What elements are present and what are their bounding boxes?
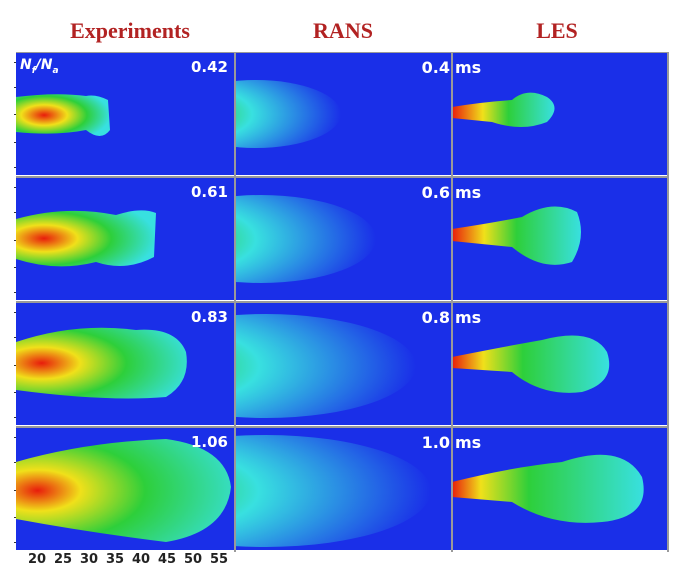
- time-value: 0.4: [421, 58, 450, 77]
- experiment-spray-image-4: [16, 427, 234, 550]
- les-panel-1: ms: [452, 52, 667, 175]
- time-value: 0.8: [421, 308, 450, 327]
- les-spray-image-3: [452, 302, 667, 425]
- divider: [16, 426, 669, 428]
- x-tick: 35: [106, 552, 125, 567]
- time-value: 1.0: [421, 433, 450, 452]
- experiment-panel-1: Nf/Na 0.42: [16, 52, 234, 175]
- time-unit: ms: [455, 433, 482, 452]
- rans-spray-image-1: [236, 52, 452, 175]
- column-title-rans: RANS: [313, 18, 373, 43]
- les-panel-3: ms: [452, 302, 667, 425]
- les-panel-4: ms: [452, 427, 667, 550]
- rans-panel-4: 1.0: [236, 427, 452, 550]
- les-spray-image-2: [452, 177, 667, 300]
- column-title-les: LES: [536, 18, 578, 43]
- ratio-value: 1.06: [190, 433, 228, 451]
- time-unit: ms: [455, 58, 482, 77]
- rans-panel-1: 0.4: [236, 52, 452, 175]
- x-tick: 45: [158, 552, 177, 567]
- rans-spray-image-3: [236, 302, 452, 425]
- rans-panel-2: 0.6: [236, 177, 452, 300]
- experiment-panel-3: 0.83: [16, 302, 234, 425]
- x-tick: 30: [80, 552, 99, 567]
- rans-spray-image-2: [236, 177, 452, 300]
- rans-spray-image-4: [236, 427, 452, 550]
- ratio-value: 0.42: [190, 58, 228, 76]
- x-tick: 55: [210, 552, 229, 567]
- x-tick: 25: [54, 552, 73, 567]
- nf-na-label: Nf/Na: [20, 57, 59, 76]
- time-value: 0.6: [421, 183, 450, 202]
- ratio-value: 0.83: [190, 308, 228, 326]
- divider: [16, 52, 669, 53]
- les-spray-image-4: [452, 427, 667, 550]
- experiment-spray-image-2: [16, 177, 234, 300]
- ratio-value: 0.61: [190, 183, 228, 201]
- x-tick: 20: [28, 552, 47, 567]
- x-tick: 50: [184, 552, 203, 567]
- x-tick: 40: [132, 552, 151, 567]
- time-unit: ms: [455, 308, 482, 327]
- x-axis-ticks: 20 25 30 35 40 45 50 55: [22, 552, 242, 568]
- les-panel-2: ms: [452, 177, 667, 300]
- divider: [16, 301, 669, 303]
- divider: [16, 176, 669, 178]
- experiment-panel-4: 1.06: [16, 427, 234, 550]
- column-title-experiments: Experiments: [70, 18, 190, 43]
- les-spray-image-1: [452, 52, 667, 175]
- rans-panel-3: 0.8: [236, 302, 452, 425]
- experiment-panel-2: 0.61: [16, 177, 234, 300]
- time-unit: ms: [455, 183, 482, 202]
- experiment-spray-image-3: [16, 302, 234, 425]
- experiment-spray-image-1: [16, 52, 234, 175]
